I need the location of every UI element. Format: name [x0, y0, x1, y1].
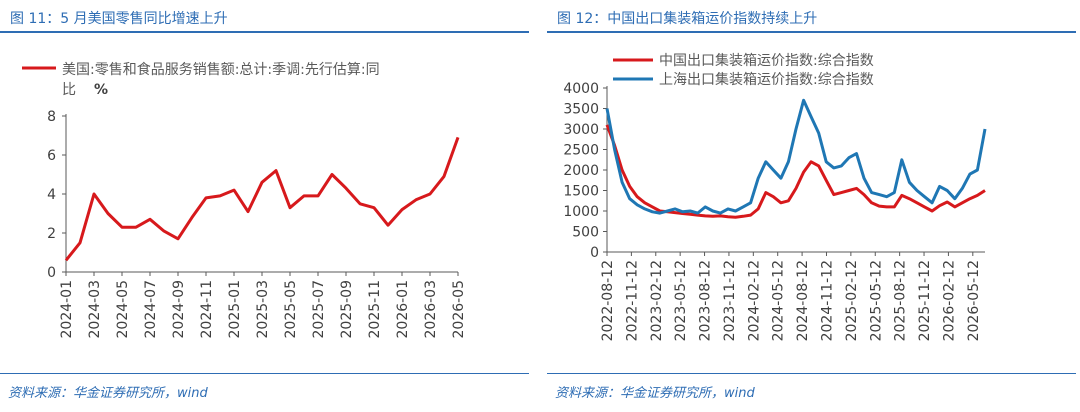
unit-label: %: [94, 82, 108, 98]
series-line-ccfi: [605, 124, 986, 219]
title-rule: [0, 31, 529, 33]
series-line-scfi: [605, 98, 987, 215]
figure-title: 图 11：5 月美国零售同比增速上升: [10, 11, 228, 27]
legend-label: 上海出口集装箱运价指数:综合指数: [659, 71, 874, 88]
y-tick-label: 4: [47, 187, 56, 203]
x-tick-label: 2025-07: [311, 280, 327, 339]
x-tick-label: 2024-09: [171, 280, 187, 339]
x-tick-label: 2025-11: [367, 280, 383, 339]
x-tick-label: 2026-05-12: [966, 260, 982, 341]
x-tick-label: 2024-03: [87, 280, 103, 339]
y-tick-label: 2500: [563, 143, 599, 159]
y-tick-label: 2: [47, 226, 56, 242]
x-tick-label: 2024-05-12: [771, 260, 787, 341]
x-tick-label: 2024-11-12: [819, 260, 835, 341]
x-tick-label: 2025-02-12: [844, 260, 860, 341]
x-tick-label: 2023-02-12: [649, 260, 665, 341]
panel-us-retail: 图 11：5 月美国零售同比增速上升 美国:零售和食品服务销售额:总计:季调:先…: [0, 0, 529, 412]
y-tick-label: 6: [47, 148, 56, 164]
y-tick-label: 8: [47, 109, 56, 125]
y-tick-label: 0: [47, 265, 56, 281]
source-rule: [0, 373, 529, 374]
x-tick-label: 2024-05: [115, 280, 131, 339]
x-tick-label: 2023-05-12: [673, 260, 689, 341]
y-tick-label: 1000: [563, 204, 599, 220]
y-tick-label: 3500: [563, 102, 599, 118]
y-tick-label: 1500: [563, 184, 599, 200]
y-tick-label: 0: [590, 245, 599, 261]
legend-label-cont: 比: [62, 82, 76, 98]
us-retail-chart: 美国:零售和食品服务销售额:总计:季调:先行估算:同比 % 0 2 4 6 8 2024-01…: [22, 61, 467, 339]
legend-label: 中国出口集装箱运价指数:综合指数: [659, 52, 874, 69]
y-tick-label: 500: [572, 225, 599, 241]
y-tick-label: 4000: [563, 81, 599, 97]
y-tick-label: 2000: [563, 163, 599, 179]
y-tick-label: 3000: [563, 122, 599, 138]
x-tick-label: 2026-03: [423, 280, 439, 339]
x-tick-label: 2022-11-12: [624, 260, 640, 341]
x-tick-label: 2024-11: [199, 280, 215, 339]
x-tick-label: 2026-02-12: [941, 260, 957, 341]
x-tick-label: 2022-08-12: [600, 260, 616, 341]
series-line-us-retail: [64, 136, 460, 262]
x-tick-label: 2025-08-12: [893, 260, 909, 341]
x-tick-label: 2023-11-12: [722, 260, 738, 341]
x-tick-label: 2025-05: [283, 280, 299, 339]
title-rule: [547, 31, 1076, 33]
panel-container-freight: 图 12：中国出口集装箱运价指数持续上升 中国出口集装箱运价指数:综合指数 上海出…: [547, 0, 1076, 412]
source-note: 资料来源：华金证券研究所，wind: [555, 386, 755, 401]
x-tick-label: 2023-08-12: [698, 260, 714, 341]
source-note: 资料来源：华金证券研究所，wind: [8, 386, 208, 401]
x-tick-label: 2024-01: [59, 280, 75, 339]
x-tick-label: 2026-01: [395, 280, 411, 339]
x-tick-label: 2025-09: [339, 280, 355, 339]
x-tick-label: 2024-08-12: [795, 260, 811, 341]
source-rule: [547, 373, 1076, 374]
x-tick-label: 2025-03: [255, 280, 271, 339]
x-tick-label: 2025-11-12: [917, 260, 933, 341]
x-tick-label: 2026-05: [451, 280, 467, 339]
x-tick-label: 2025-01: [227, 280, 243, 339]
x-tick-label: 2024-02-12: [746, 260, 762, 341]
figure-title: 图 12：中国出口集装箱运价指数持续上升: [557, 11, 818, 27]
legend-label: 美国:零售和食品服务销售额:总计:季调:先行估算:同: [62, 61, 380, 78]
x-tick-label: 2025-05-12: [868, 260, 884, 341]
x-tick-label: 2024-07: [143, 280, 159, 339]
